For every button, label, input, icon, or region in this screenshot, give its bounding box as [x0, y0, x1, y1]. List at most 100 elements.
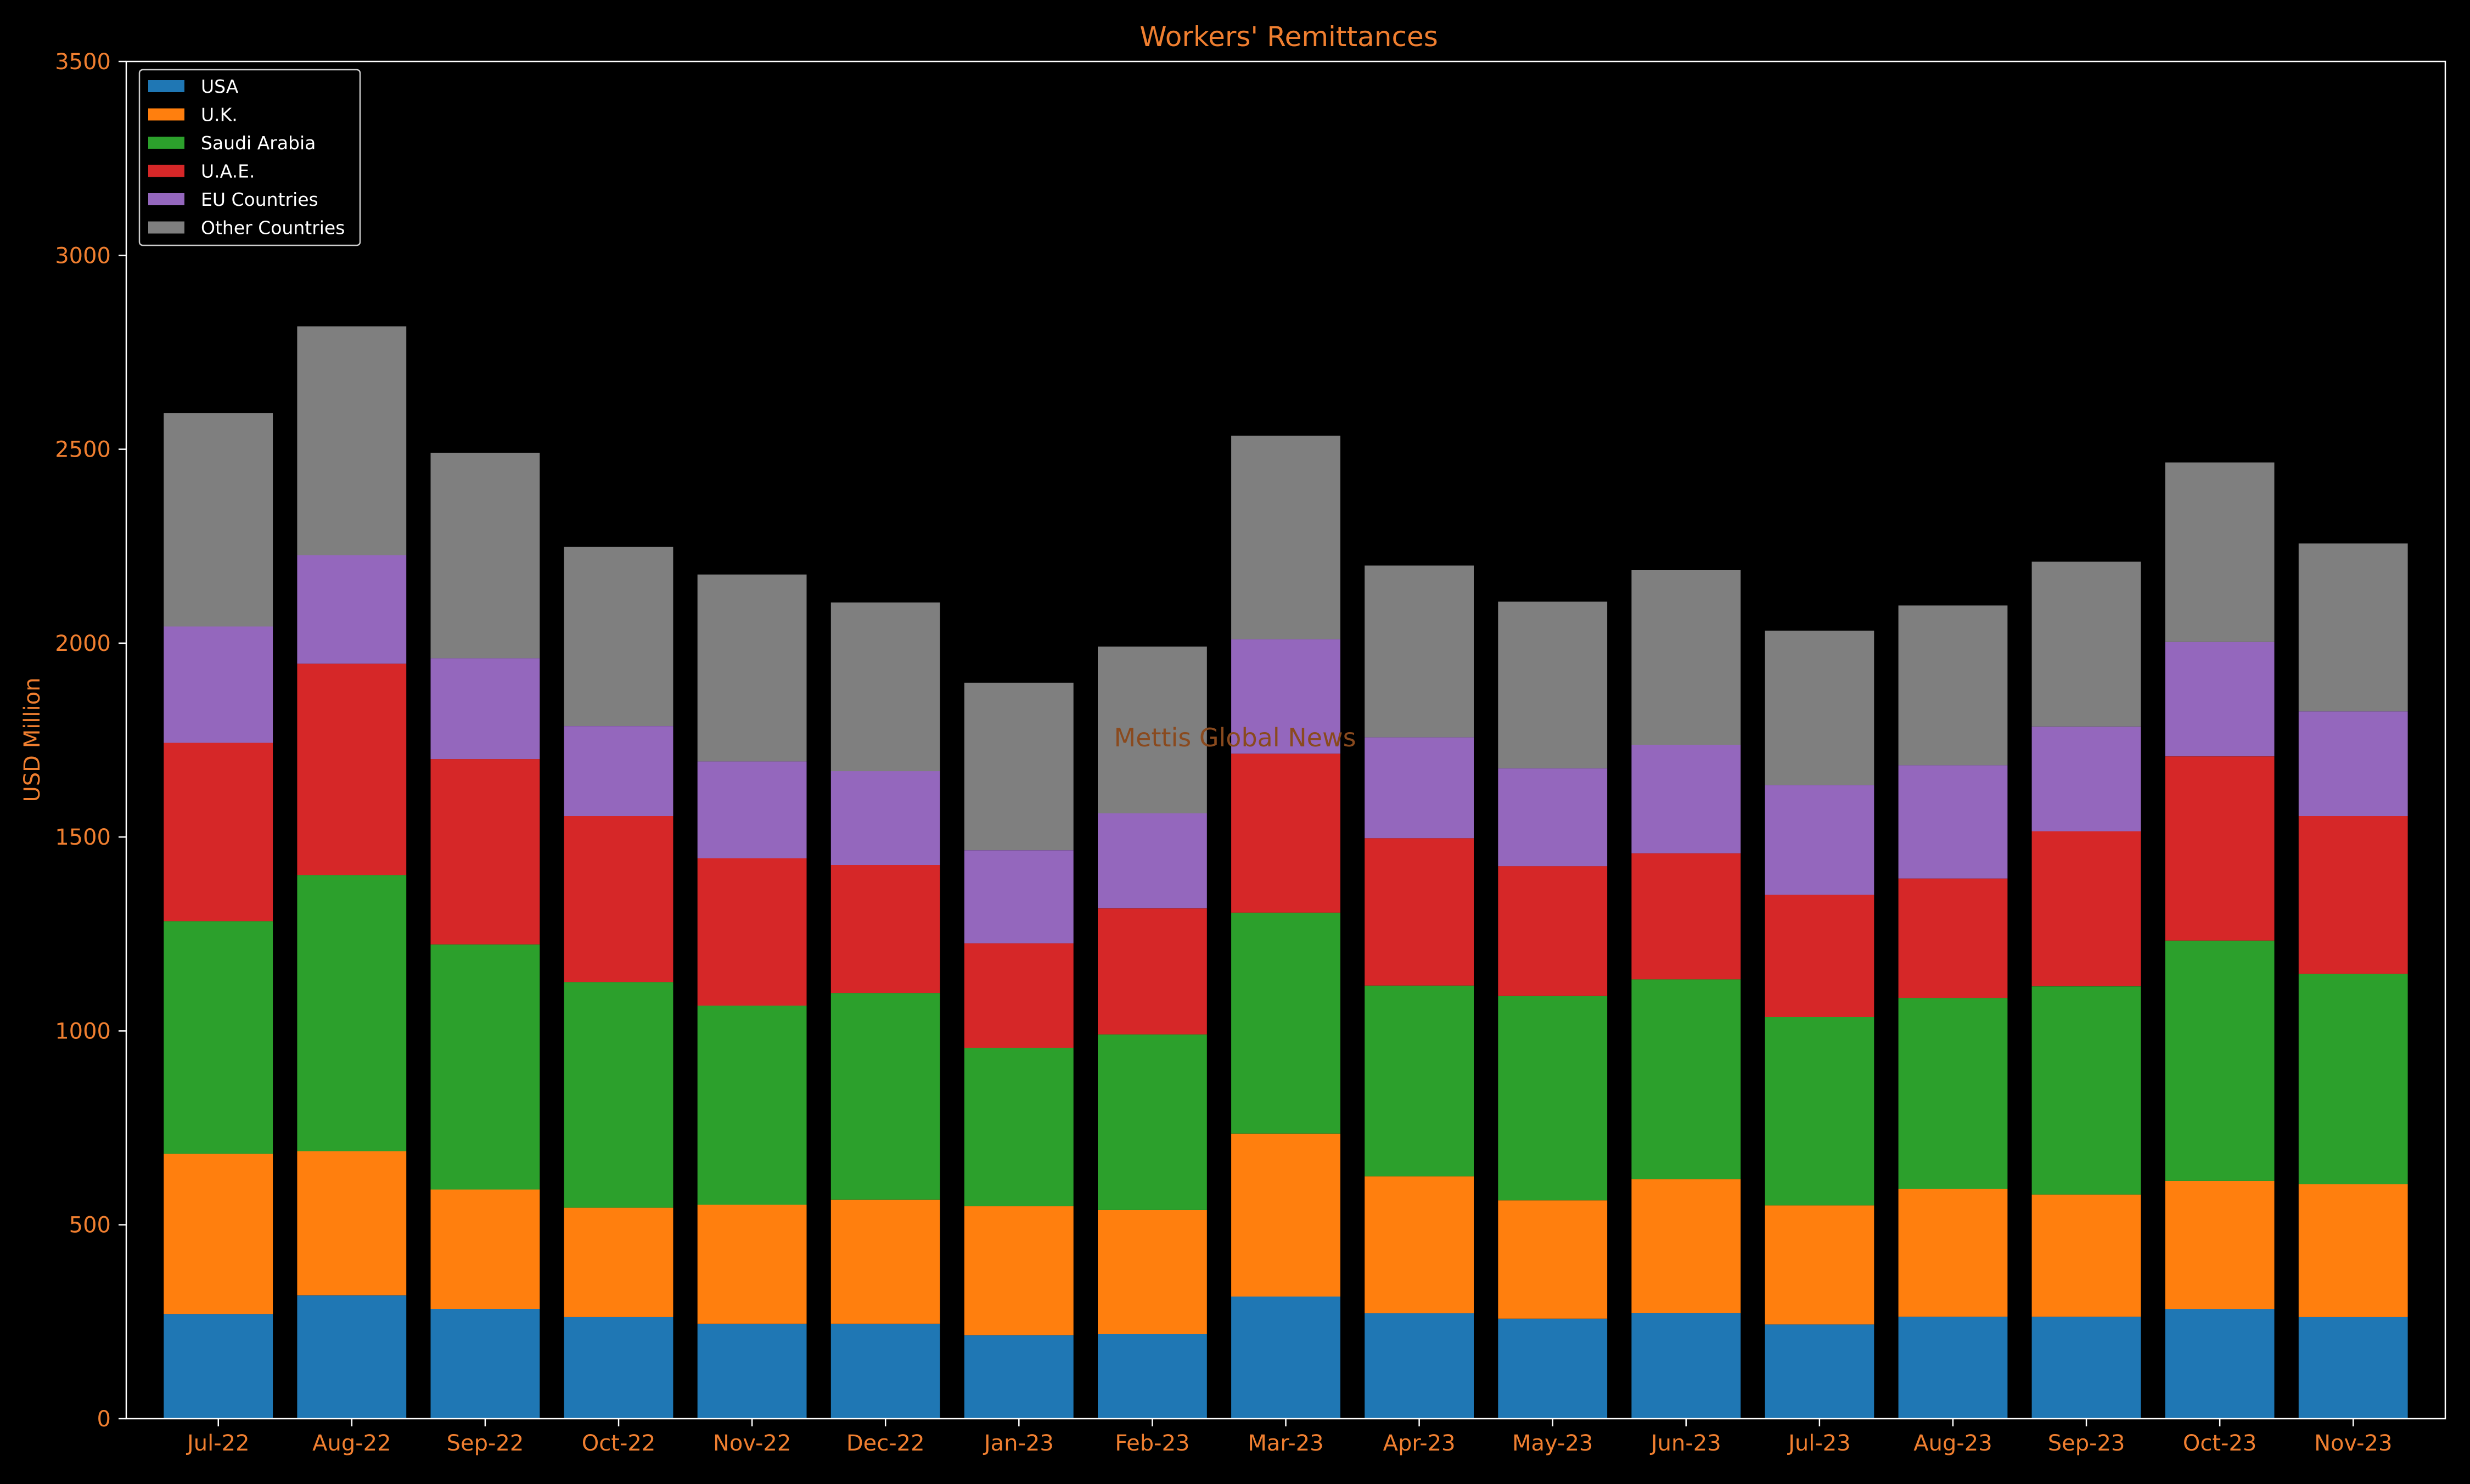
bar-feb-23-usa [1098, 1334, 1207, 1419]
bar-dec-22-usa [830, 1323, 940, 1419]
bar-feb-23-u-k- [1098, 1210, 1207, 1334]
bar-aug-22-saudi-arabia [297, 875, 407, 1151]
bar-jun-23-u-k- [1631, 1179, 1741, 1313]
bar-sep-23-eu-countries [2031, 726, 2141, 831]
bars-layer [164, 326, 2408, 1419]
bar-jun-23-u-a-e- [1631, 853, 1741, 980]
axes-layer: 0 500 1000 1500 2000 2500 3000 3500 Jul-22 Aug-22… [55, 49, 2446, 1456]
bar-apr-23-u-k- [1365, 1176, 1474, 1313]
bar-oct-22-saudi-arabia [564, 982, 673, 1208]
bar-mar-23-other-countries [1231, 435, 1340, 639]
bar-nov-22-saudi-arabia [697, 1005, 807, 1205]
bar-jan-23-eu-countries [964, 850, 1074, 943]
bar-jan-23-other-countries [964, 682, 1074, 851]
bar-aug-23-u-a-e- [1898, 878, 2008, 998]
bar-sep-23-other-countries [2031, 561, 2141, 727]
bar-nov-22-u-a-e- [697, 858, 807, 1006]
y-tick-label: 2500 [55, 437, 111, 463]
bar-oct-22-usa [564, 1317, 673, 1419]
legend-swatch [148, 137, 184, 149]
bar-sep-22-usa [430, 1309, 540, 1419]
bar-oct-23-u-k- [2165, 1181, 2275, 1309]
bar-apr-23-saudi-arabia [1365, 985, 1474, 1177]
bar-apr-23-u-a-e- [1365, 838, 1474, 986]
bar-jan-23-saudi-arabia [964, 1048, 1074, 1206]
y-tick-label: 0 [97, 1407, 111, 1432]
bar-dec-22-u-k- [830, 1199, 940, 1324]
bar-jul-22-u-a-e- [164, 743, 273, 921]
x-tick-label: Jun-23 [1649, 1431, 1721, 1456]
bar-mar-23-u-a-e- [1231, 754, 1340, 913]
bar-sep-23-u-a-e- [2031, 831, 2141, 987]
bar-aug-23-usa [1898, 1317, 2008, 1419]
bar-jul-23-u-a-e- [1765, 895, 1874, 1017]
bar-aug-22-other-countries [297, 326, 407, 555]
bar-apr-23-usa [1365, 1313, 1474, 1419]
legend-label: Saudi Arabia [201, 132, 316, 154]
bar-may-23-usa [1498, 1318, 1608, 1419]
bar-nov-22-usa [697, 1323, 807, 1419]
y-tick-label: 1000 [55, 1019, 111, 1044]
x-tick-label: Feb-23 [1115, 1431, 1189, 1456]
x-tick-label: Dec-22 [846, 1431, 925, 1456]
bar-jan-23-u-a-e- [964, 943, 1074, 1048]
bar-nov-23-saudi-arabia [2298, 974, 2408, 1184]
legend-swatch [148, 193, 184, 205]
bar-nov-23-u-k- [2298, 1184, 2408, 1317]
bar-may-23-eu-countries [1498, 768, 1608, 867]
y-axis-label: USD Million [20, 678, 45, 802]
y-tick-label: 3500 [55, 49, 111, 75]
legend-label: U.K. [201, 104, 238, 126]
bar-sep-23-u-k- [2031, 1194, 2141, 1317]
chart-title: Workers' Remittances [1139, 21, 1438, 53]
bar-mar-23-saudi-arabia [1231, 912, 1340, 1134]
bar-dec-22-u-a-e- [830, 865, 940, 993]
x-tick-label: Sep-23 [2048, 1431, 2125, 1456]
bar-jul-23-eu-countries [1765, 785, 1874, 895]
bar-jul-22-other-countries [164, 413, 273, 627]
bar-oct-22-u-k- [564, 1207, 673, 1317]
bar-oct-23-saudi-arabia [2165, 940, 2275, 1181]
bar-mar-23-eu-countries [1231, 639, 1340, 754]
bar-sep-22-u-k- [430, 1189, 540, 1309]
bar-jun-23-other-countries [1631, 570, 1741, 745]
x-tick-label: Apr-23 [1383, 1431, 1456, 1456]
bar-apr-23-other-countries [1365, 565, 1474, 738]
bar-oct-22-other-countries [564, 547, 673, 726]
x-tick-label: Nov-23 [2314, 1431, 2392, 1456]
x-tick-label: Oct-23 [2183, 1431, 2257, 1456]
bar-jun-23-usa [1631, 1313, 1741, 1419]
bar-may-23-u-k- [1498, 1200, 1608, 1319]
bar-dec-22-eu-countries [830, 771, 940, 865]
bar-nov-22-other-countries [697, 574, 807, 762]
bar-may-23-other-countries [1498, 602, 1608, 769]
bar-may-23-saudi-arabia [1498, 996, 1608, 1201]
bar-dec-22-other-countries [830, 602, 940, 772]
x-tick-label: Jul-23 [1787, 1431, 1851, 1456]
x-tick-label: Jul-22 [186, 1431, 250, 1456]
bar-may-23-u-a-e- [1498, 866, 1608, 996]
bar-feb-23-eu-countries [1098, 813, 1207, 909]
bar-sep-23-saudi-arabia [2031, 986, 2141, 1195]
y-tick-label: 1500 [55, 825, 111, 850]
bar-sep-22-u-a-e- [430, 759, 540, 945]
x-tick-label: Nov-22 [713, 1431, 791, 1456]
bar-jan-23-u-k- [964, 1206, 1074, 1336]
bar-oct-23-other-countries [2165, 462, 2275, 642]
bar-oct-22-u-a-e- [564, 816, 673, 982]
bar-aug-22-eu-countries [297, 555, 407, 664]
bar-aug-22-u-k- [297, 1151, 407, 1296]
bar-aug-23-saudi-arabia [1898, 998, 2008, 1189]
bar-nov-23-u-a-e- [2298, 816, 2408, 974]
bar-jul-22-usa [164, 1314, 273, 1419]
bar-mar-23-usa [1231, 1296, 1340, 1419]
x-tick-label: Aug-22 [312, 1431, 391, 1456]
x-tick-label: Sep-22 [447, 1431, 524, 1456]
bar-sep-22-saudi-arabia [430, 944, 540, 1190]
bar-dec-22-saudi-arabia [830, 993, 940, 1200]
legend-label: U.A.E. [201, 161, 255, 182]
legend-label: EU Countries [201, 189, 318, 210]
bar-jun-23-saudi-arabia [1631, 979, 1741, 1179]
bar-nov-23-other-countries [2298, 543, 2408, 712]
